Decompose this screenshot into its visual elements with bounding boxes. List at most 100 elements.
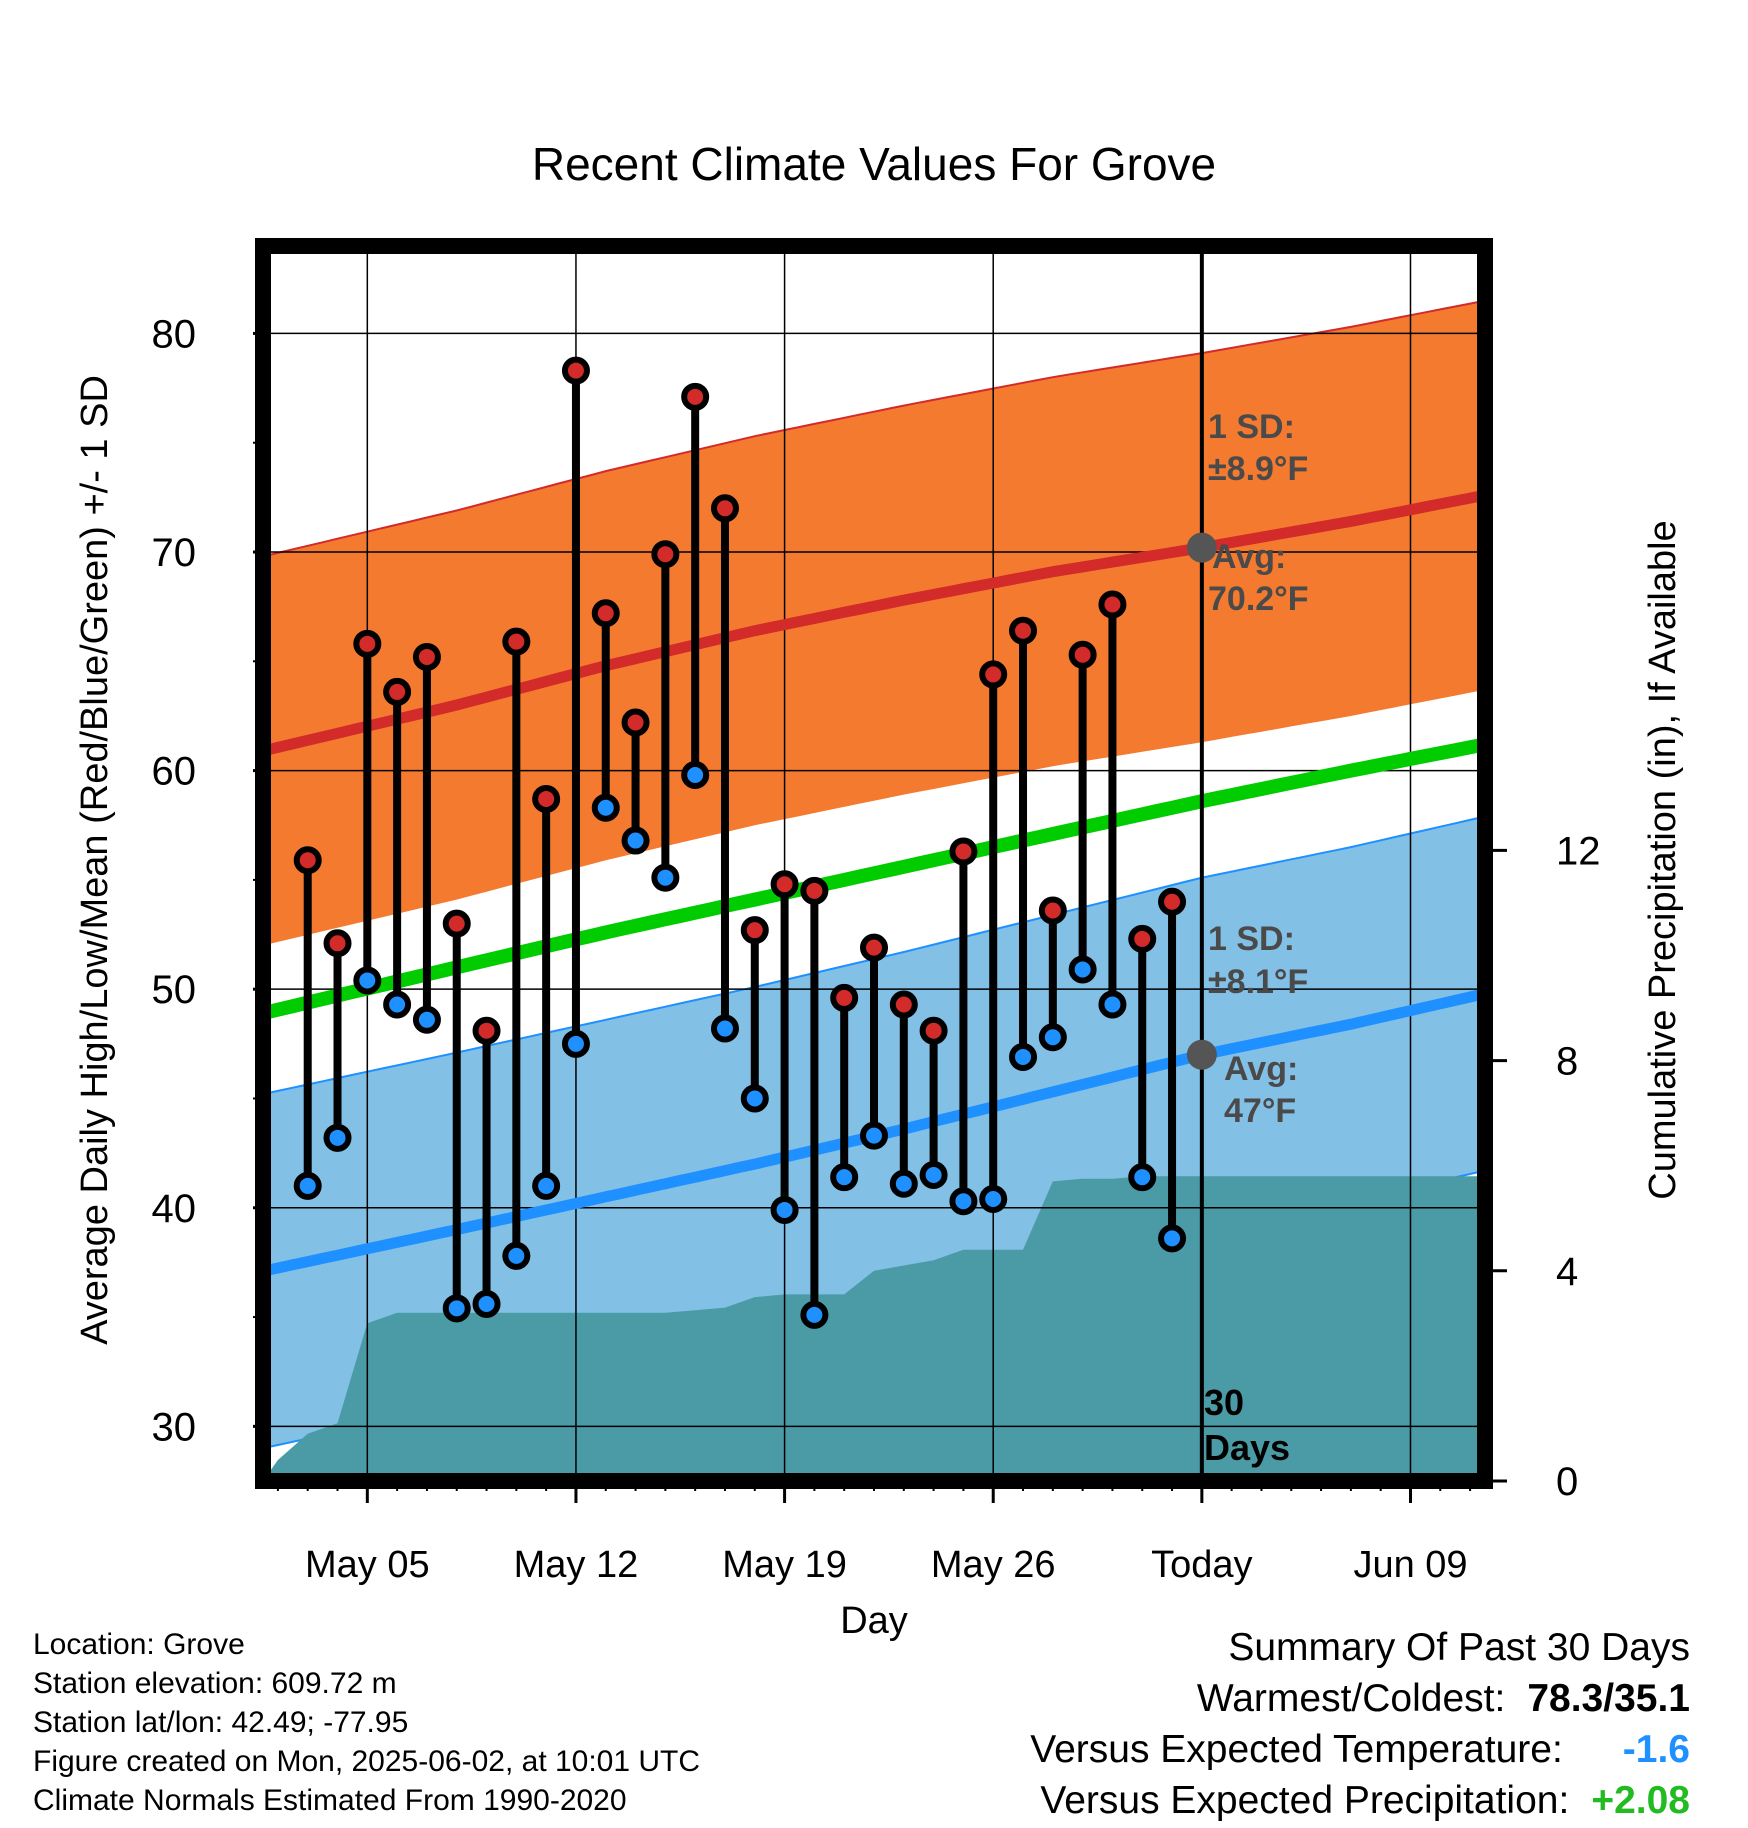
high-avg-value: 70.2°F: [1208, 580, 1309, 618]
chart-title: Recent Climate Values For Grove: [532, 138, 1216, 190]
y2-tick-label: 8: [1556, 1040, 1578, 1084]
daily-high-point: [412, 642, 441, 671]
daily-low-point: [651, 863, 680, 892]
today-high-normal-marker: [1186, 532, 1217, 563]
daily-low-point: [919, 1160, 948, 1189]
daily-low-point: [1158, 1224, 1187, 1253]
high-avg-label: Avg:: [1212, 538, 1286, 576]
precip-departure-value: +2.08: [1591, 1779, 1690, 1822]
plot-area: 1 SD: ±8.9°F Avg: 70.2°F 1 SD: ±8.1°F Avg: 47°F…: [263, 246, 1485, 1481]
daily-low-point: [621, 826, 650, 855]
daily-high-point: [1098, 590, 1127, 619]
daily-low-point: [561, 1029, 590, 1058]
x-tick-label: May 12: [514, 1544, 639, 1586]
daily-low-point: [1068, 955, 1097, 984]
daily-low-point: [412, 1005, 441, 1034]
precip-departure-label: Versus Expected Precipitation:: [1040, 1779, 1570, 1822]
y2-axis-label: Cumulative Precipitation (in), If Availa…: [1642, 520, 1684, 1199]
x-tick-label: May 05: [305, 1544, 430, 1586]
daily-high-point: [889, 990, 918, 1019]
y2-tick-label: 4: [1556, 1250, 1578, 1294]
temp-departure-value: -1.6: [1622, 1728, 1690, 1771]
daily-high-point: [979, 660, 1008, 689]
daily-high-point: [591, 599, 620, 628]
daily-low-point: [442, 1294, 471, 1323]
warmest-coldest-value: 78.3/35.1: [1527, 1677, 1690, 1720]
daily-low-point: [323, 1123, 352, 1152]
daily-high-point: [770, 870, 799, 899]
x-tick-label: Today: [1151, 1544, 1252, 1586]
normal-mean-line: [263, 737, 1485, 1021]
daily-low-point: [353, 966, 382, 995]
daily-high-point: [651, 540, 680, 569]
y2-tick-label: 0: [1556, 1460, 1578, 1504]
created-text: Figure created on Mon, 2025-06-02, at 10…: [33, 1745, 701, 1778]
high-sd-label: 1 SD:: [1208, 408, 1295, 446]
daily-high-point: [1009, 616, 1038, 645]
daily-high-point: [383, 677, 412, 706]
precip-area: [263, 1176, 1485, 1481]
daily-low-point: [1128, 1163, 1157, 1192]
daily-high-point: [1038, 896, 1067, 925]
low-sd-label: 1 SD:: [1208, 920, 1295, 958]
today-marker-unit: Days: [1204, 1427, 1290, 1468]
low-avg-label: Avg:: [1224, 1050, 1298, 1088]
warmest-coldest-row: Warmest/Coldest: 78.3/35.1: [1030, 1673, 1690, 1724]
daily-high-point: [1068, 640, 1097, 669]
daily-low-point: [889, 1169, 918, 1198]
daily-high-point: [681, 382, 710, 411]
latlon-text: Station lat/lon: 42.49; -77.95: [33, 1706, 409, 1739]
x-tick-label: May 26: [931, 1544, 1056, 1586]
daily-low-point: [293, 1171, 322, 1200]
daily-low-point: [1098, 990, 1127, 1019]
daily-low-point: [472, 1289, 501, 1318]
daily-high-point: [919, 1016, 948, 1045]
y-tick-label: 60: [152, 750, 197, 794]
daily-low-point: [860, 1121, 888, 1150]
daily-high-point: [1158, 887, 1187, 916]
daily-high-point: [532, 785, 561, 814]
today-low-normal-marker: [1186, 1039, 1217, 1070]
daily-low-point: [979, 1185, 1008, 1214]
high-band-upper-edge: [263, 299, 1485, 558]
summary-panel: Summary Of Past 30 Days Warmest/Coldest:…: [1030, 1622, 1690, 1826]
daily-high-point: [740, 916, 769, 945]
high-sd-value: ±8.9°F: [1208, 450, 1308, 488]
daily-low-point: [502, 1241, 531, 1270]
summary-title: Summary Of Past 30 Days: [1228, 1626, 1690, 1669]
daily-low-point: [770, 1195, 799, 1224]
y-tick-label: 70: [152, 531, 197, 575]
today-marker-number: 30: [1204, 1382, 1244, 1423]
temp-departure-label: Versus Expected Temperature:: [1030, 1728, 1563, 1771]
daily-high-point: [353, 629, 382, 658]
precip-departure-row: Versus Expected Precipitation: +2.08: [1030, 1775, 1690, 1826]
x-tick-label: May 19: [722, 1544, 847, 1586]
y-tick-label: 50: [152, 968, 197, 1012]
high-sd-band: [263, 300, 1485, 946]
daily-high-point: [1128, 924, 1157, 953]
y-axis-label: Average Daily High/Low/Mean (Red/Blue/Gr…: [74, 375, 116, 1345]
daily-low-point: [949, 1187, 978, 1216]
low-sd-value: ±8.1°F: [1208, 963, 1308, 1001]
normal-high-line: [263, 489, 1485, 757]
daily-low-point: [830, 1163, 859, 1192]
daily-high-point: [621, 708, 650, 737]
station-info: Location: Grove Station elevation: 609.7…: [33, 1625, 700, 1820]
daily-low-point: [1038, 1023, 1067, 1052]
daily-high-point: [502, 627, 531, 656]
y-tick-label: 80: [152, 312, 197, 356]
x-axis-label: Day: [840, 1600, 908, 1642]
low-avg-value: 47°F: [1224, 1092, 1296, 1130]
temp-departure-row: Versus Expected Temperature: -1.6: [1030, 1724, 1690, 1775]
x-tick-label: Jun 09: [1353, 1544, 1467, 1586]
daily-high-point: [830, 983, 859, 1012]
daily-low-point: [800, 1300, 829, 1329]
warmest-coldest-label: Warmest/Coldest:: [1196, 1677, 1506, 1720]
daily-low-point: [710, 1014, 739, 1043]
daily-high-point: [323, 929, 352, 958]
daily-low-point: [681, 760, 710, 789]
daily-high-point: [442, 909, 471, 938]
daily-high-point: [860, 933, 888, 962]
normals-text: Climate Normals Estimated From 1990-2020: [33, 1784, 627, 1817]
